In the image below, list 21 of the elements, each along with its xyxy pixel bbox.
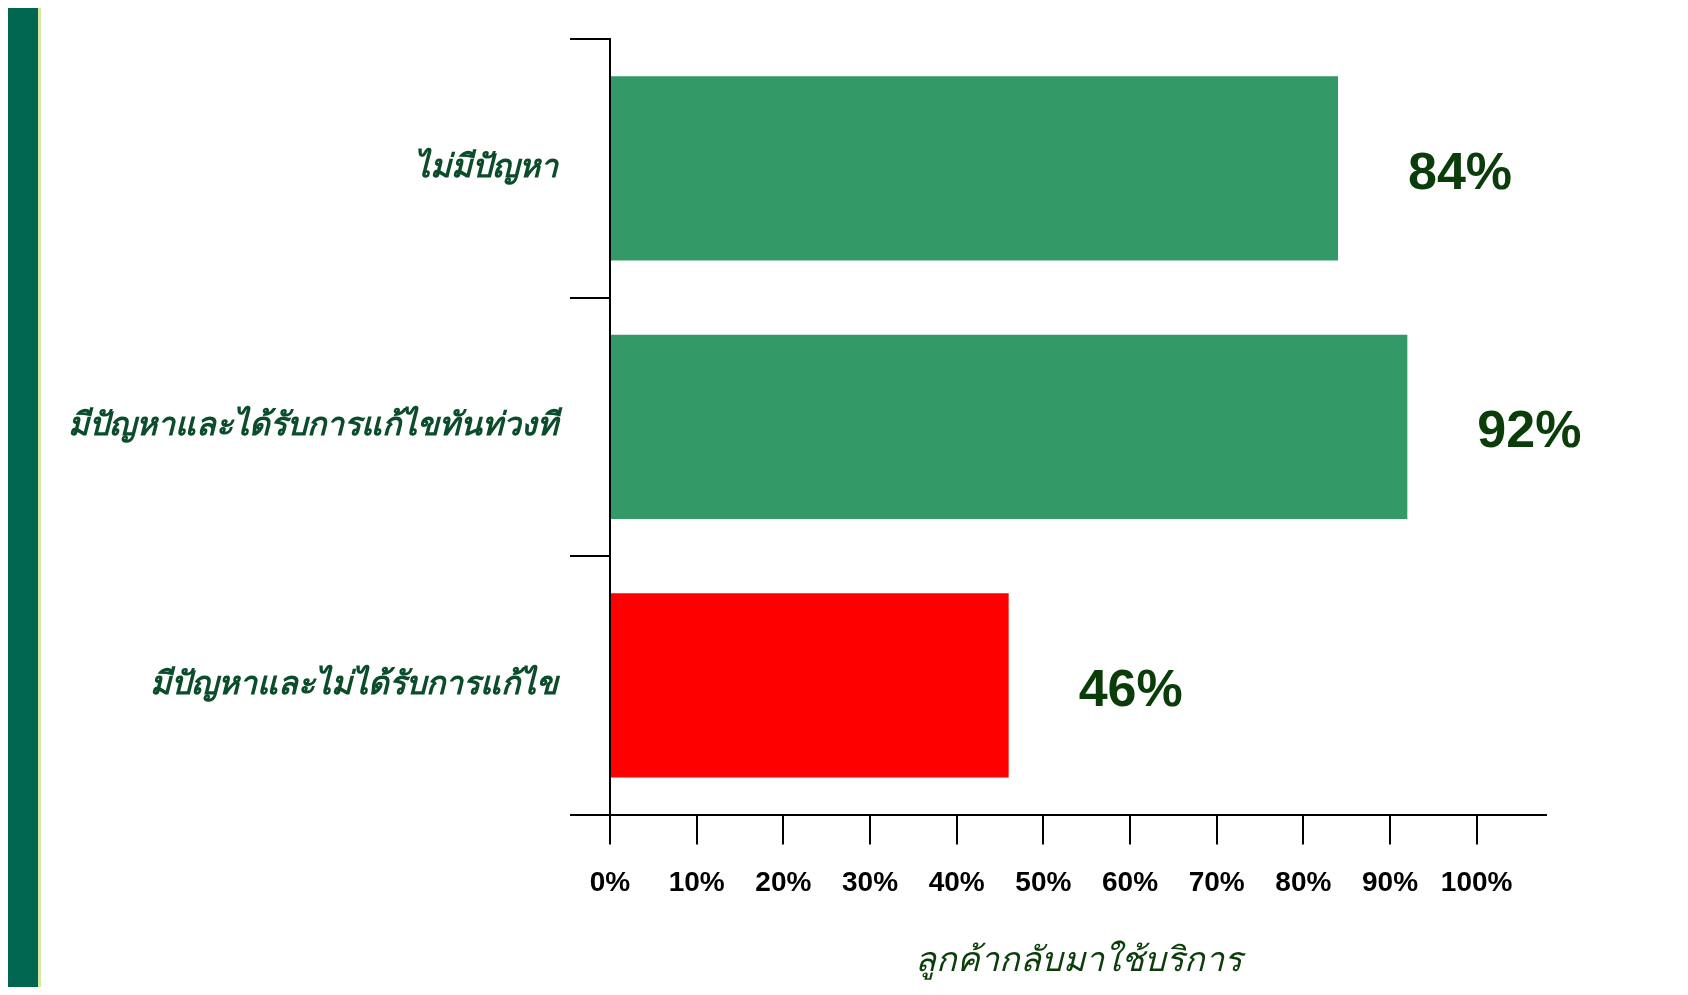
x-tick-label: 60% bbox=[1101, 866, 1159, 898]
x-tick-label: 100% bbox=[1440, 866, 1513, 898]
data-label: 84% bbox=[1408, 141, 1513, 200]
x-tick-label: 20% bbox=[755, 866, 812, 898]
x-tick-label: 50% bbox=[1015, 866, 1072, 898]
x-tick-label: 90% bbox=[1361, 866, 1419, 898]
data-label: 92% bbox=[1477, 400, 1582, 459]
y-tick-label: ไม่มีปัญหา bbox=[414, 146, 560, 185]
y-tick-label: มีปัญหาและได้รับการแก้ไขทันท่วงที bbox=[68, 405, 563, 444]
bar bbox=[611, 334, 1408, 519]
y-tick-label: มีปัญหาและไม่ได้รับการแก้ไข bbox=[150, 663, 561, 702]
x-tick-label: 70% bbox=[1188, 866, 1245, 898]
x-axis-title: ลูกค้ากลับมาใช้บริการ bbox=[914, 939, 1246, 981]
x-tick-label: 30% bbox=[841, 866, 899, 898]
bar bbox=[611, 76, 1338, 261]
bar bbox=[611, 593, 1009, 778]
x-tick-label: 80% bbox=[1275, 866, 1332, 898]
data-label: 46% bbox=[1078, 658, 1183, 717]
x-tick-label: 10% bbox=[668, 866, 725, 898]
x-tick-label: 0% bbox=[589, 866, 631, 898]
x-tick-label: 40% bbox=[928, 866, 985, 898]
